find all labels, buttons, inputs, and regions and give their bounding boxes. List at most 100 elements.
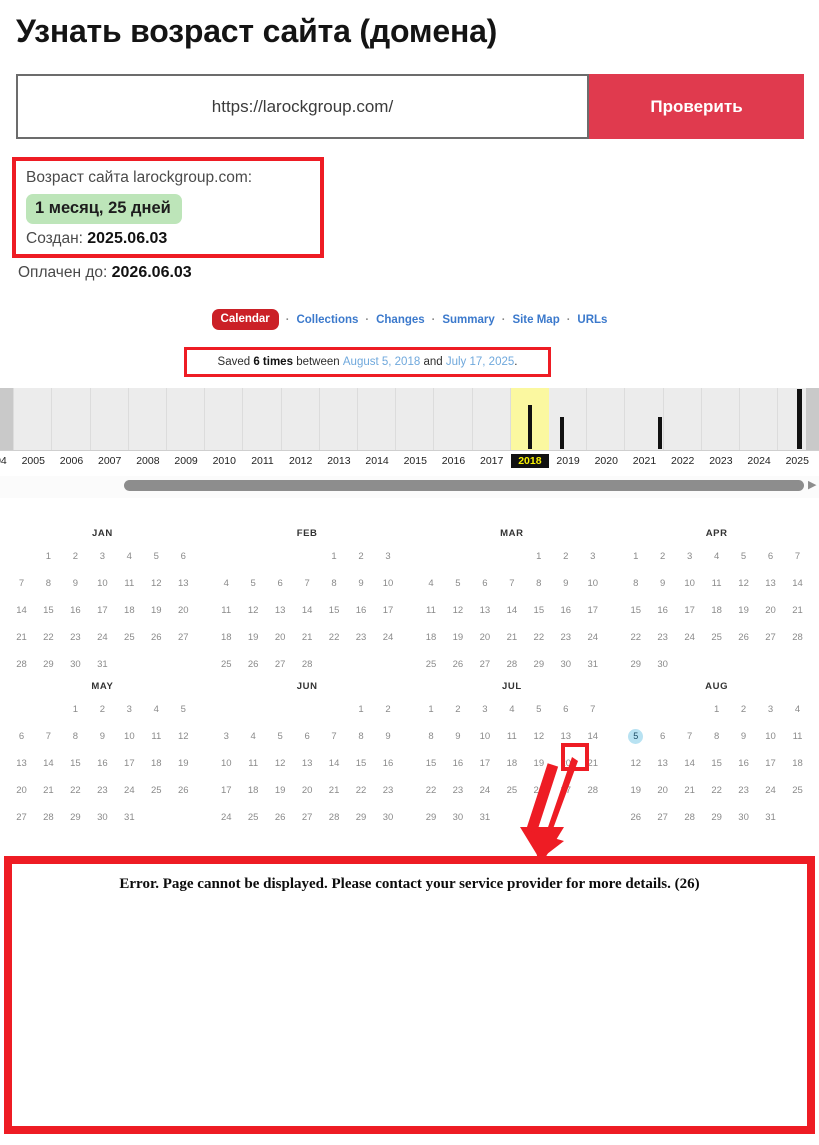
- timeline-year-label-2005[interactable]: 2005: [21, 455, 45, 467]
- archive-tab-calendar[interactable]: Calendar: [211, 309, 279, 330]
- saved-summary-box: Saved 6 times between August 5, 2018 and…: [184, 347, 551, 377]
- timeline-year-label-2011[interactable]: 2011: [251, 455, 274, 467]
- timeline-year-label-2015[interactable]: 2015: [403, 455, 427, 467]
- timeline-year-column-2013[interactable]: [320, 388, 358, 450]
- timeline-capture-tick-2018[interactable]: [527, 405, 532, 449]
- calendar-day: 20: [274, 632, 286, 643]
- timeline-year-label-2014[interactable]: 2014: [365, 455, 389, 467]
- timeline-year-column-2012[interactable]: [282, 388, 320, 450]
- calendar-day: 15: [533, 605, 545, 616]
- scrollbar-thumb[interactable]: [124, 480, 804, 491]
- calendar-day: 1: [45, 551, 52, 562]
- calendar-day: 9: [385, 731, 391, 742]
- timeline-year-label-2007[interactable]: 2007: [98, 455, 122, 467]
- calendar-day: 6: [18, 731, 25, 742]
- timeline-capture-tick-2019[interactable]: [559, 417, 564, 449]
- calendar-day: 28: [684, 812, 695, 823]
- timeline-year-label-2020[interactable]: 2020: [594, 455, 618, 467]
- calendar-day: 18: [506, 758, 518, 769]
- timeline-year-column-2007[interactable]: [91, 388, 129, 450]
- annotation-arrow-icon: [520, 757, 578, 863]
- scroll-right-arrow-icon[interactable]: ▶: [808, 479, 817, 491]
- saved-start-date[interactable]: August 5, 2018: [342, 356, 421, 368]
- timeline-year-label-2018[interactable]: 2018: [510, 454, 549, 468]
- calendar-day: 2: [563, 551, 569, 562]
- timeline-track[interactable]: [0, 388, 819, 450]
- calendar-day: 28: [506, 659, 518, 670]
- timeline-year-label-2016[interactable]: 2016: [441, 455, 466, 467]
- calendar-day: 7: [509, 578, 515, 589]
- calendar-day: 4: [250, 731, 256, 742]
- timeline-year-label-2006[interactable]: 2006: [59, 455, 84, 467]
- timeline-year-label-2023[interactable]: 2023: [709, 455, 733, 467]
- timeline-year-label-2019[interactable]: 2019: [556, 455, 580, 467]
- nav-separator-icon: ·: [431, 313, 436, 326]
- nav-separator-icon: ·: [285, 313, 290, 326]
- timeline-year-column-2021[interactable]: [625, 388, 664, 450]
- calendar-days-grid: 1 2 3 4 5 6 7 8 9 10 11 12 13 14 15 16 17 18 19 20 21 22 23 24 2…: [410, 704, 615, 824]
- archive-nav: Calendar · Collections · Changes · Summa…: [0, 309, 819, 330]
- calendar-day: 23: [657, 632, 668, 643]
- calendar-month-title: AUG: [705, 681, 729, 692]
- timeline-year-label-2025[interactable]: 2025: [785, 455, 809, 467]
- timeline-year-column-2011[interactable]: [243, 388, 282, 450]
- archive-tab-urls[interactable]: URLs: [577, 313, 608, 326]
- calendar-day: 1: [72, 704, 79, 715]
- timeline-scrollbar[interactable]: ▶: [0, 476, 819, 498]
- calendar-day: 7: [331, 731, 337, 742]
- calendar-day: 9: [358, 578, 364, 589]
- url-input[interactable]: https://larockgroup.com/: [16, 74, 589, 139]
- archive-tab-changes[interactable]: Changes: [376, 313, 425, 326]
- timeline-year-label-2008[interactable]: 2008: [136, 455, 160, 467]
- calendar-day: 22: [425, 785, 437, 796]
- timeline-year-column-2009[interactable]: [167, 388, 206, 450]
- timeline-year-column-2023[interactable]: [702, 388, 740, 450]
- calendar-day: 30: [657, 659, 668, 670]
- calendar-day: 9: [660, 578, 666, 589]
- timeline-year-label-2009[interactable]: 2009: [174, 455, 198, 467]
- timeline-year-column-2024[interactable]: [740, 388, 779, 450]
- calendar-day: 12: [630, 758, 642, 769]
- timeline-year-column-2008[interactable]: [129, 388, 167, 450]
- calendar-day: 29: [355, 812, 367, 823]
- calendar-day: 14: [792, 578, 803, 589]
- archive-tab-collections[interactable]: Collections: [296, 313, 359, 326]
- timeline-year-column-2010[interactable]: [205, 388, 244, 450]
- timeline-year-column-2006[interactable]: [52, 388, 91, 450]
- capture-marker-icon[interactable]: 5: [628, 729, 644, 744]
- calendar-day: 9: [563, 578, 569, 589]
- timeline-year-label-2022[interactable]: 2022: [671, 455, 695, 467]
- timeline-year-column-2016[interactable]: [434, 388, 473, 450]
- calendar-empty-cell: [676, 704, 703, 716]
- archive-tab-site-map[interactable]: Site Map: [512, 313, 560, 326]
- calendar-days-grid: 1 2 3 4 5 6 7 8 9 10 11 12 13 14 15 16 17 18 19 20 21 22 23 24 2…: [614, 551, 819, 671]
- saved-end-date[interactable]: July 17, 2025: [445, 356, 515, 368]
- timeline-year-column-2020[interactable]: [587, 388, 626, 450]
- timeline-year-column-2015[interactable]: [396, 388, 435, 450]
- calendar-day-capture[interactable]: 5: [622, 729, 649, 744]
- timeline-year-column-2004[interactable]: [0, 388, 15, 450]
- timeline-capture-tick-2021[interactable]: [658, 417, 663, 449]
- timeline-year-column-2017[interactable]: [473, 388, 511, 450]
- timeline-year-label-2024[interactable]: 2024: [747, 455, 771, 467]
- timeline-year-label-2013[interactable]: 2013: [327, 455, 351, 467]
- calendar-day: 29: [43, 659, 54, 670]
- timeline-year-column-2019[interactable]: [549, 388, 588, 450]
- error-message: Error. Page cannot be displayed. Please …: [119, 876, 700, 892]
- timeline-year-label-2010[interactable]: 2010: [212, 455, 236, 467]
- timeline-year-column-2014[interactable]: [358, 388, 397, 450]
- calendar-day: 1: [536, 551, 542, 562]
- calendar-day: 17: [587, 605, 599, 616]
- timeline-year-column-2005[interactable]: [14, 388, 53, 450]
- timeline-year-column-2022[interactable]: [664, 388, 702, 450]
- timeline-year-label-2021[interactable]: 2021: [632, 455, 657, 467]
- calendar-day: 20: [177, 605, 189, 616]
- timeline-capture-tick-2025[interactable]: [797, 389, 803, 449]
- timeline-year-label-2017[interactable]: 2017: [480, 455, 504, 467]
- archive-tab-summary[interactable]: Summary: [442, 313, 495, 326]
- calendar-empty-cell: [498, 551, 525, 563]
- timeline-year-label-2012[interactable]: 2012: [289, 455, 313, 467]
- check-button[interactable]: Проверить: [589, 74, 804, 139]
- archive-timeline[interactable]: 2004 2005 2006 2007 2008 2009 2010 2011 2012 2013…: [0, 388, 819, 473]
- timeline-year-label-2004[interactable]: 2004: [0, 455, 7, 467]
